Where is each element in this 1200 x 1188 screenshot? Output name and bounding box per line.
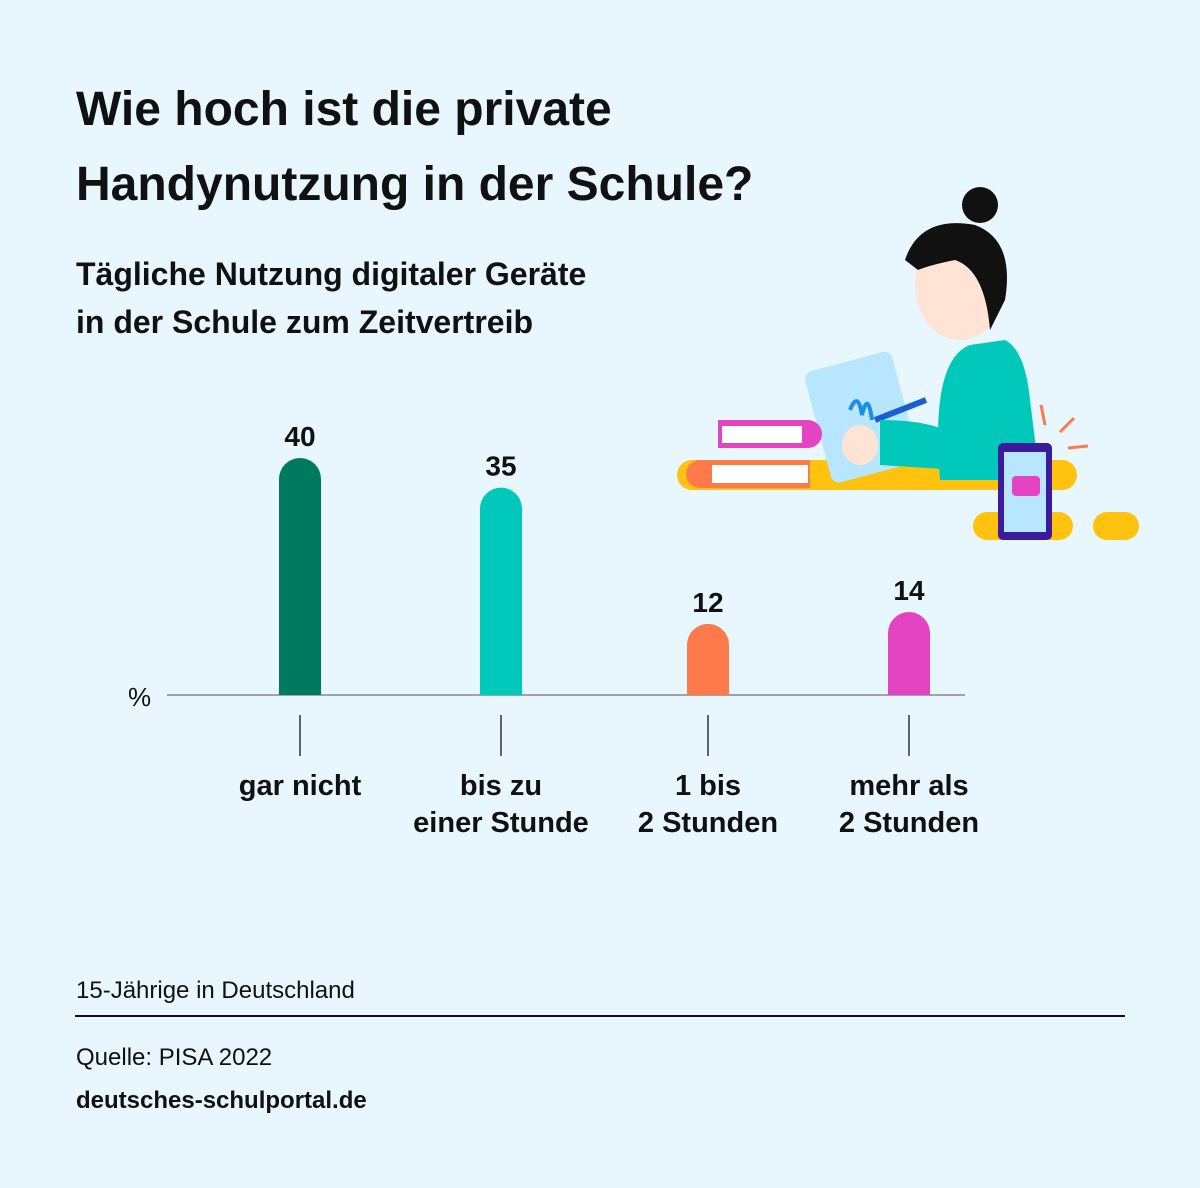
- x-tick-label: mehr als 2 Stunden: [838, 770, 980, 839]
- bar: [279, 458, 321, 695]
- value-label: 12: [692, 587, 723, 618]
- value-label: 40: [284, 421, 315, 452]
- value-label: 14: [893, 575, 925, 606]
- website: deutsches-schulportal.de: [76, 1087, 367, 1114]
- x-tick-label: bis zu einer Stunde: [413, 770, 589, 839]
- subtitle: Tägliche Nutzung digitaler Geräte in der…: [76, 256, 587, 340]
- bar: [480, 487, 522, 695]
- x-tick-label: gar nicht: [238, 770, 362, 802]
- title: Wie hoch ist die private Handynutzung in…: [76, 83, 754, 211]
- y-unit: %: [128, 682, 152, 712]
- x-tick-label: 1 bis 2 Stunden: [637, 770, 779, 839]
- note: 15-Jährige in Deutschland: [76, 977, 355, 1004]
- divider: [75, 1015, 1125, 1017]
- bar: [687, 623, 729, 695]
- source: Quelle: PISA 2022: [76, 1044, 273, 1071]
- bar: [888, 612, 930, 695]
- value-label: 35: [485, 451, 516, 482]
- illustration: [677, 187, 1139, 540]
